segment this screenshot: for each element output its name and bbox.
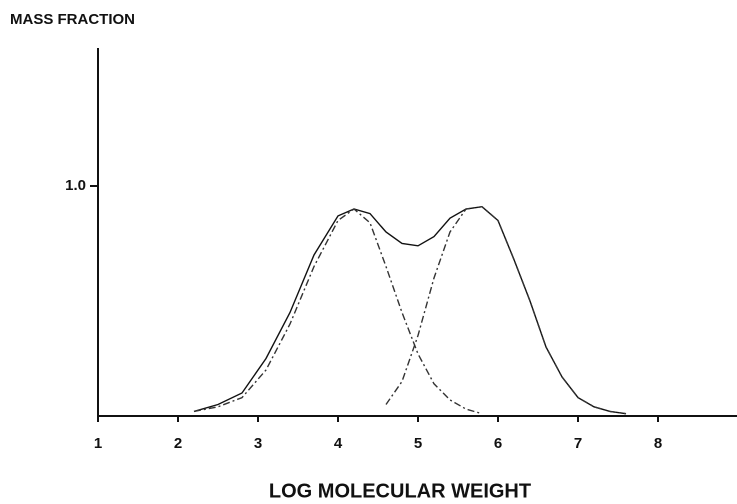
chart: MASS FRACTION LOG MOLECULAR WEIGHT 1 2 3 4 5… xyxy=(0,0,737,504)
x-tick-label: 6 xyxy=(494,435,502,452)
y-tick-label: 1.0 xyxy=(65,177,86,194)
y-axis-label: MASS FRACTION xyxy=(10,11,135,28)
x-tick-label: 8 xyxy=(654,435,662,452)
x-tick-label: 3 xyxy=(254,435,262,452)
x-tick-label: 4 xyxy=(334,435,343,452)
x-axis-label: LOG MOLECULAR WEIGHT xyxy=(269,480,531,502)
x-tick-label: 5 xyxy=(414,435,422,452)
line-series xyxy=(194,207,626,414)
x-tick-label: 7 xyxy=(574,435,582,452)
line-series xyxy=(194,209,482,414)
x-tick-label: 1 xyxy=(94,435,102,452)
line-series xyxy=(386,207,626,414)
x-tick-label: 2 xyxy=(174,435,182,452)
